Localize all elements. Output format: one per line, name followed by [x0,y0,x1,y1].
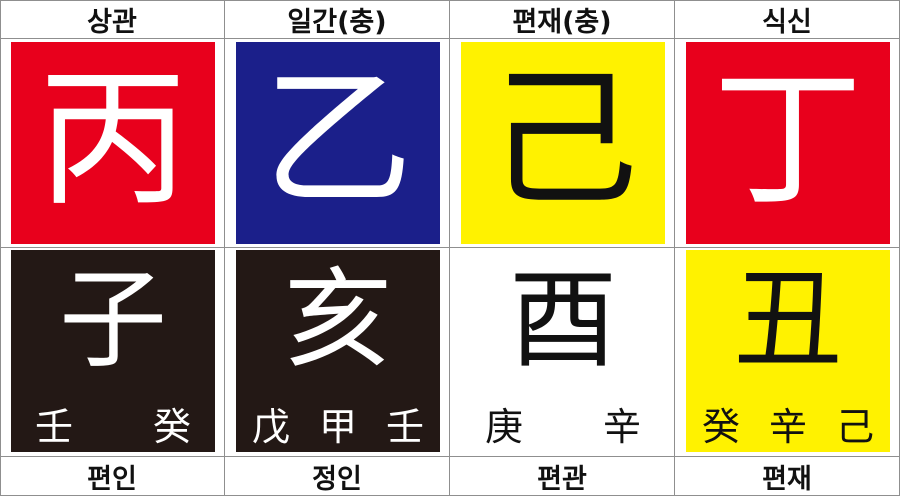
hidden-stem: 辛 [768,405,807,449]
grid-line [0,38,900,39]
stem-tile: 丁 [686,42,890,244]
grid-line [0,247,900,248]
grid-line [0,456,900,457]
grid-line [0,0,1,496]
hidden-stem: 戊 [252,405,291,449]
grid-line [449,0,450,496]
branch-tile: 丑 癸 辛 己 [686,250,890,452]
stem-char: 丙 [37,53,188,227]
footer-label: 편인 [87,463,137,495]
header-label: 편재(충) [512,6,612,38]
hidden-stems: 壬 癸 [11,408,215,446]
grid-line [0,0,900,1]
stem-tile: 乙 [236,42,440,244]
header-label: 식신 [762,6,812,38]
footer-label: 편재 [762,463,812,495]
stem-tile: 己 [461,42,665,244]
footer-label: 정인 [312,463,362,495]
branch-char: 子 [58,258,167,383]
branch-tile: 酉 庚 辛 [461,250,665,452]
hidden-stems: 庚 辛 [461,408,665,446]
hidden-stem: 壬 [385,405,424,449]
stem-char: 己 [487,53,638,227]
stem-char: 乙 [262,53,413,227]
hidden-stem: 辛 [602,405,641,449]
hidden-stem: 壬 [35,405,74,449]
branch-tile: 亥 戊 甲 壬 [236,250,440,452]
branch-tile: 子 壬 癸 [11,250,215,452]
header-label: 상관 [87,6,137,38]
footer-label: 편관 [537,463,587,495]
hidden-stem: 甲 [318,405,357,449]
branch-char: 酉 [508,258,617,383]
branch-char: 亥 [283,258,392,383]
hidden-stems: 戊 甲 壬 [236,408,440,446]
hidden-stems: 癸 辛 己 [686,408,890,446]
hidden-stem: 己 [835,405,874,449]
header-label: 일간(충) [287,6,387,38]
stem-tile: 丙 [11,42,215,244]
hidden-stem: 癸 [702,405,741,449]
grid-line [674,0,675,496]
hidden-stem: 庚 [485,405,524,449]
branch-char: 丑 [733,258,842,383]
stem-char: 丁 [712,53,863,227]
hidden-stem: 癸 [152,405,191,449]
grid-line [224,0,225,496]
